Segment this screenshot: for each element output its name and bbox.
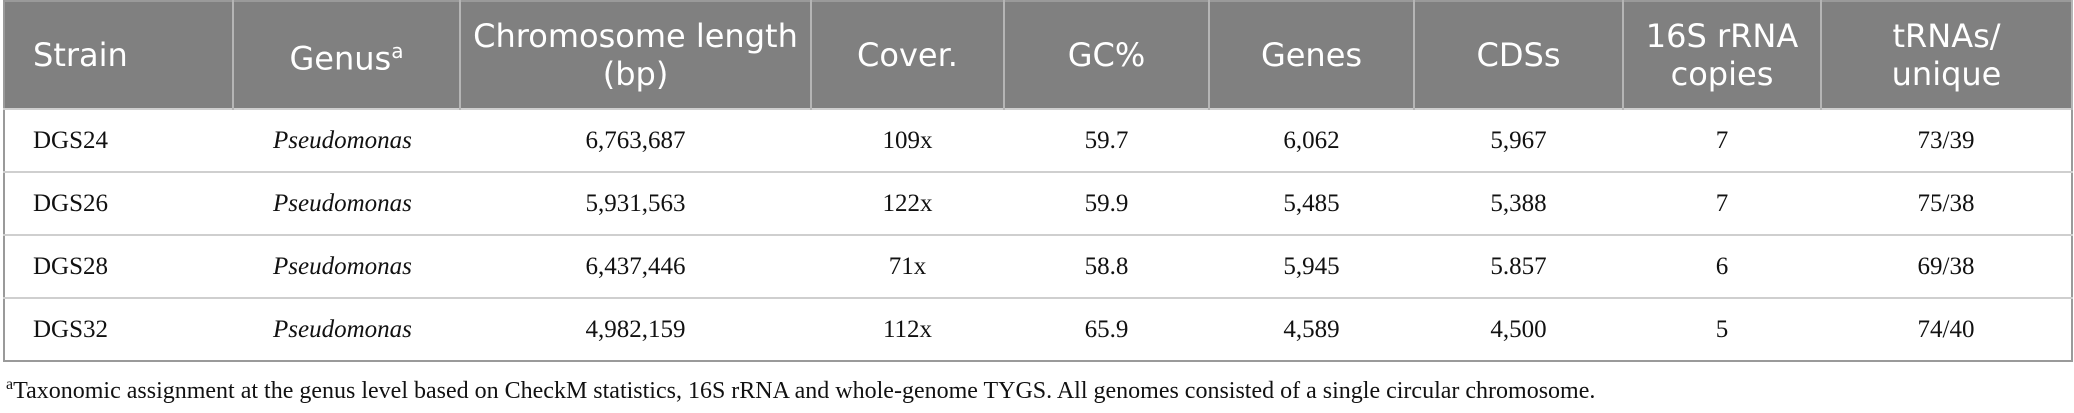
table-cell: 5,388 — [1414, 171, 1623, 235]
header-text: GC% — [1067, 36, 1146, 74]
header-cell: Cover. — [811, 1, 1005, 109]
header-text: Genes — [1260, 36, 1363, 74]
header-cell: CDSs — [1414, 1, 1624, 109]
table-cell: 71x — [811, 234, 1004, 298]
header-text: CDSs — [1476, 36, 1561, 74]
header-text: Genus — [289, 39, 392, 78]
footnote-text: Taxonomic assignment at the genus level … — [13, 378, 1596, 404]
table-cell: 5,967 — [1414, 108, 1623, 172]
table-row: DGS28 Pseudomonas 6,437,446 71x 58.8 5,945 5.8… — [4, 234, 2072, 298]
table-cell: 5,931,563 — [460, 171, 811, 235]
table-cell: 5,945 — [1209, 234, 1414, 298]
table-row: DGS32 Pseudomonas 4,982,159 112x 65.9 4,589 4,… — [4, 297, 2072, 361]
header-cell: Chromosome length (bp) — [460, 1, 812, 109]
data-table: Strain Genusa Chromosome length (bp) Cover.… — [3, 0, 2073, 362]
table-cell: 6,763,687 — [460, 108, 811, 172]
footnote: aTaxonomic assignment at the genus level… — [6, 376, 1595, 405]
header-text: Strain — [33, 36, 128, 74]
header-cell: Genes — [1209, 1, 1415, 109]
header-text: 16S rRNA copies — [1645, 17, 1799, 93]
table-cell: 59.7 — [1004, 108, 1209, 172]
footnote-mark: a — [6, 376, 14, 393]
table-cell: 5.857 — [1414, 234, 1623, 298]
table-cell: 7 — [1623, 108, 1821, 172]
table-cell: 112x — [811, 297, 1004, 361]
header-cell: GC% — [1004, 1, 1210, 109]
table-cell: 4,500 — [1414, 297, 1623, 361]
table-cell: Pseudomonas — [233, 234, 460, 298]
header-cell: Genusa — [233, 1, 461, 109]
header-cell: Strain — [4, 1, 234, 109]
table-cell: 5 — [1623, 297, 1821, 361]
table-cell: 4,982,159 — [460, 297, 811, 361]
table-cell: 74/40 — [1821, 297, 2072, 361]
header-text: tRNAs/ unique — [1891, 17, 2002, 93]
table-cell: 109x — [811, 108, 1004, 172]
table-cell: 5,485 — [1209, 171, 1414, 235]
header-sup: a — [391, 39, 404, 64]
header-row: Strain Genusa Chromosome length (bp) Cover.… — [4, 1, 2073, 109]
table-cell: 73/39 — [1821, 108, 2072, 172]
table-cell: DGS28 — [4, 234, 233, 298]
header-text: Chromosome length (bp) — [473, 17, 798, 93]
table-row: DGS24 Pseudomonas 6,763,687 109x 59.7 6,062 5,… — [4, 108, 2072, 172]
table-cell: 75/38 — [1821, 171, 2072, 235]
table-cell: 59.9 — [1004, 171, 1209, 235]
table-cell: DGS26 — [4, 171, 233, 235]
table-cell: 6 — [1623, 234, 1821, 298]
table-row: DGS26 Pseudomonas 5,931,563 122x 59.9 5,485 5,… — [4, 171, 2072, 235]
table-cell: 6,437,446 — [460, 234, 811, 298]
table-cell: 69/38 — [1821, 234, 2072, 298]
header-cell: tRNAs/ unique — [1821, 1, 2073, 109]
table-cell: Pseudomonas — [233, 108, 460, 172]
table-cell: DGS24 — [4, 108, 233, 172]
table-cell: 122x — [811, 171, 1004, 235]
table-cell: 6,062 — [1209, 108, 1414, 172]
table-cell: 4,589 — [1209, 297, 1414, 361]
table-cell: Pseudomonas — [233, 171, 460, 235]
table-cell: 58.8 — [1004, 234, 1209, 298]
table-cell: Pseudomonas — [233, 297, 460, 361]
table-cell: DGS32 — [4, 297, 233, 361]
table-body: DGS24 Pseudomonas 6,763,687 109x 59.7 6,062 5,… — [4, 108, 2072, 361]
header-text: Cover. — [857, 36, 958, 74]
table-cell: 7 — [1623, 171, 1821, 235]
header-cell: 16S rRNA copies — [1623, 1, 1822, 109]
table-cell: 65.9 — [1004, 297, 1209, 361]
